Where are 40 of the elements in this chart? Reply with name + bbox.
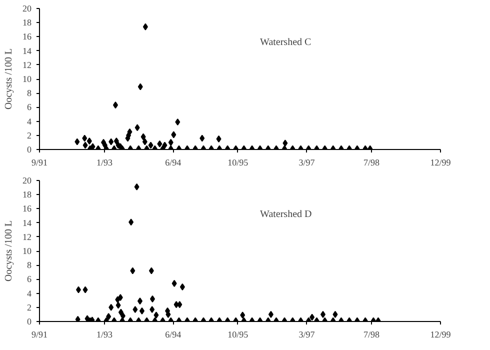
x-tick-label: 12/99 [430, 330, 452, 340]
y-tick-label: 4 [27, 288, 32, 298]
y-tick-label: 0 [27, 316, 32, 326]
y-tick-label: 10 [22, 74, 32, 84]
y-tick-label: 0 [27, 144, 32, 154]
annotation: Watershed D [260, 208, 312, 220]
x-tick-label: 7/98 [364, 158, 380, 168]
y-tick-label: 4 [27, 116, 32, 126]
y-tick-label: 18 [22, 18, 32, 28]
x-tick-label: 1/93 [96, 330, 113, 340]
y-tick-label: 12 [22, 232, 32, 242]
y-tick-label: 2 [27, 302, 32, 312]
y-tick-label: 8 [27, 260, 32, 270]
y-tick-label: 6 [27, 102, 32, 112]
annotation: Watershed C [260, 36, 312, 48]
y-tick-label: 16 [22, 204, 32, 214]
y-tick-label: 20 [22, 176, 32, 186]
x-tick-label: 9/91 [32, 158, 48, 168]
y-tick-label: 10 [22, 246, 32, 256]
x-tick-label: 10/95 [228, 330, 249, 340]
x-tick-label: 3/97 [298, 330, 316, 340]
x-tick-label: 1/93 [96, 158, 113, 168]
x-tick-label: 3/97 [298, 158, 316, 168]
x-tick-label: 6/94 [165, 158, 182, 168]
x-tick-label: 9/91 [32, 330, 48, 340]
y-tick-label: 8 [27, 88, 32, 98]
y-axis-title: Oocysts /100 L [4, 220, 14, 282]
y-tick-label: 20 [22, 4, 32, 14]
y-tick-label: 14 [22, 218, 32, 228]
y-tick-label: 12 [22, 60, 32, 70]
x-tick-label: 6/94 [165, 330, 182, 340]
x-tick-label: 10/95 [228, 158, 249, 168]
y-tick-label: 18 [22, 190, 32, 200]
y-tick-label: 14 [22, 46, 32, 56]
y-axis-title: Oocysts /100 L [4, 48, 14, 110]
y-tick-label: 2 [27, 130, 32, 140]
y-tick-label: 16 [22, 32, 32, 42]
y-tick-label: 6 [27, 274, 32, 284]
x-tick-label: 12/99 [430, 158, 452, 168]
x-tick-label: 7/98 [364, 330, 380, 340]
